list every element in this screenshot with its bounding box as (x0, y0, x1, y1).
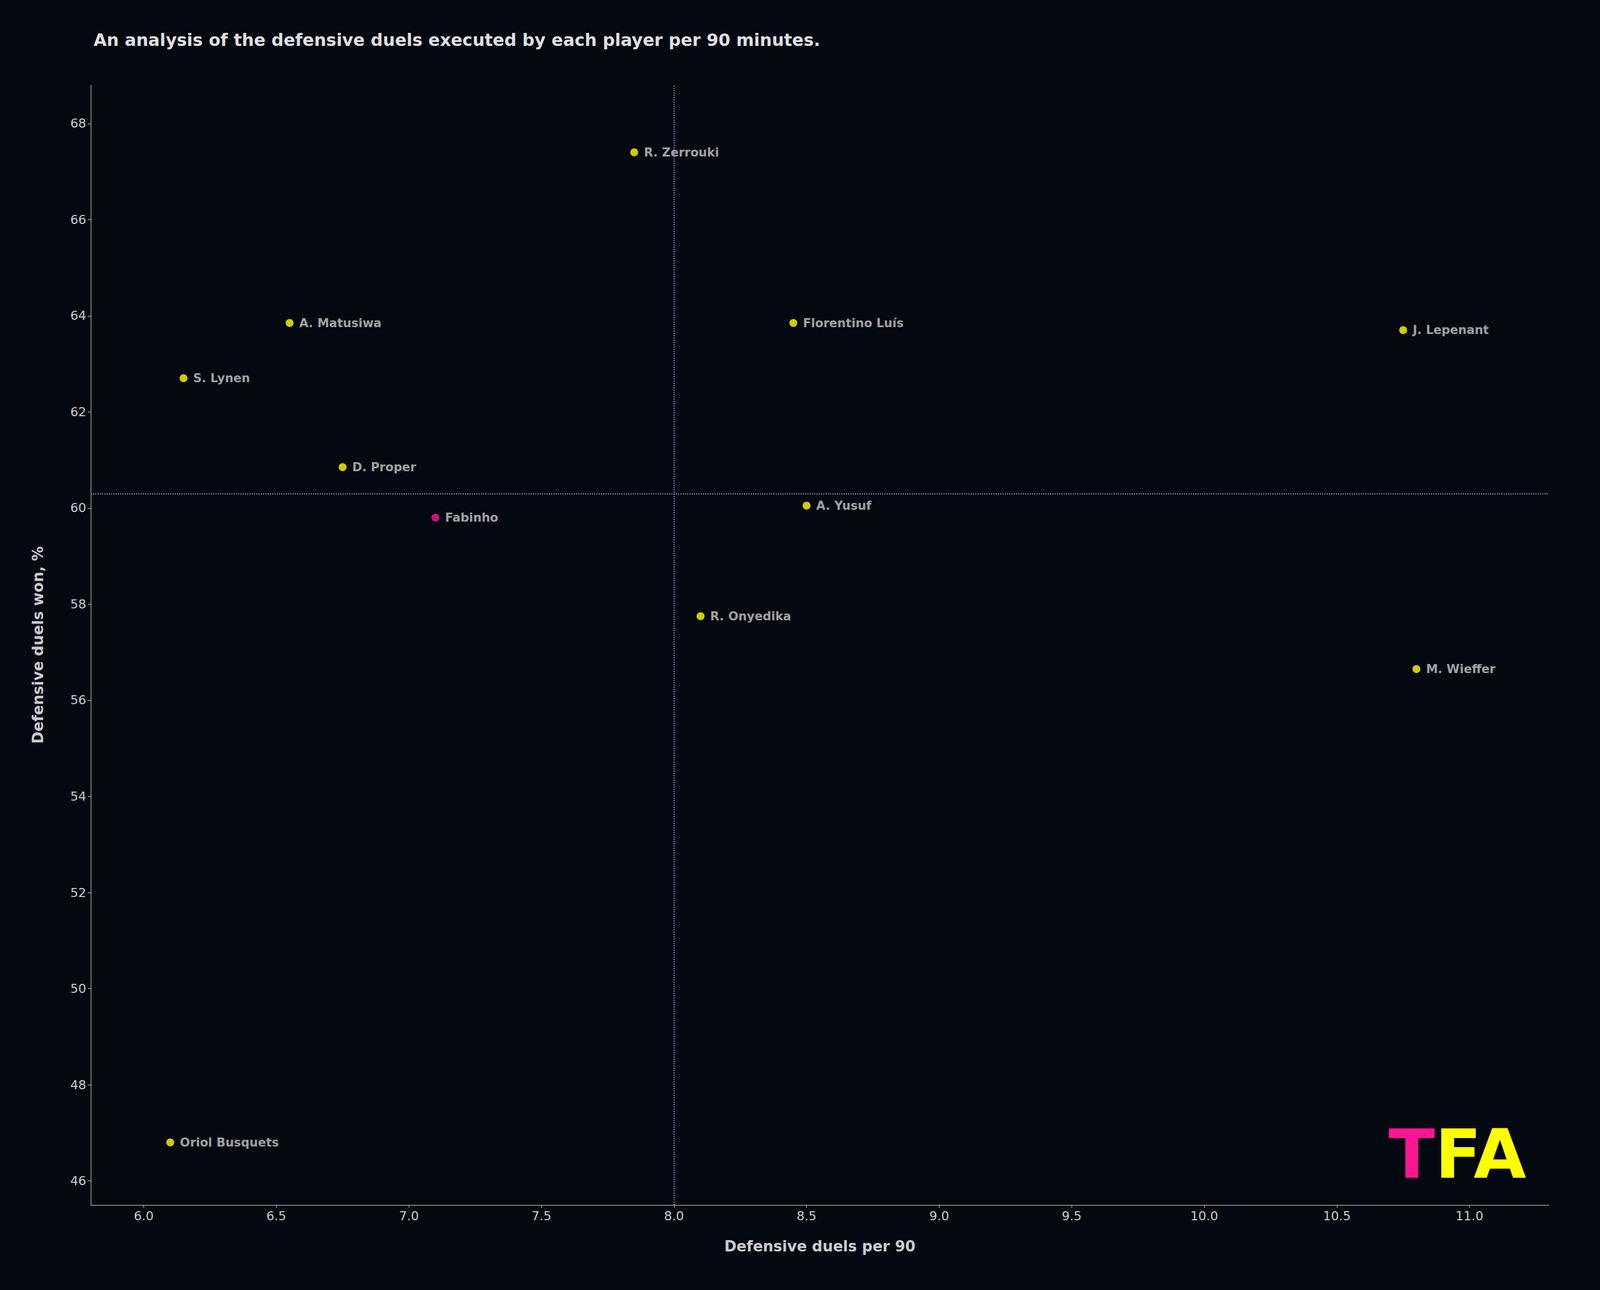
svg-text:64: 64 (70, 308, 87, 323)
svg-text:10.0: 10.0 (1190, 1208, 1219, 1223)
svg-text:46: 46 (70, 1173, 87, 1188)
svg-text:Defensive duels won, %: Defensive duels won, % (29, 545, 47, 744)
svg-text:58: 58 (70, 597, 87, 612)
svg-text:7.5: 7.5 (531, 1208, 552, 1223)
svg-text:50: 50 (70, 981, 87, 996)
svg-text:54: 54 (70, 789, 87, 804)
svg-text:11.0: 11.0 (1455, 1208, 1484, 1223)
svg-text:62: 62 (70, 404, 87, 419)
svg-text:D. Proper: D. Proper (352, 460, 417, 474)
svg-text:66: 66 (70, 212, 87, 227)
svg-text:Defensive duels per 90: Defensive duels per 90 (724, 1237, 916, 1255)
svg-text:R. Onyedika: R. Onyedika (710, 609, 792, 624)
svg-text:J. Lepenant: J. Lepenant (1411, 323, 1489, 337)
svg-text:52: 52 (70, 885, 87, 900)
svg-text:A. Yusuf: A. Yusuf (816, 498, 873, 513)
svg-text:7.0: 7.0 (399, 1208, 419, 1223)
svg-text:A. Matusiwa: A. Matusiwa (299, 316, 382, 330)
svg-text:10.5: 10.5 (1322, 1208, 1351, 1223)
svg-text:Oriol Busquets: Oriol Busquets (179, 1135, 279, 1150)
svg-text:Fabinho: Fabinho (445, 510, 499, 525)
svg-text:56: 56 (70, 692, 87, 708)
svg-text:M. Wieffer: M. Wieffer (1425, 662, 1496, 676)
svg-text:FA: FA (1435, 1114, 1527, 1194)
svg-text:6.0: 6.0 (133, 1208, 154, 1223)
svg-text:8.5: 8.5 (796, 1208, 817, 1223)
svg-text:9.0: 9.0 (929, 1208, 950, 1223)
svg-text:T: T (1388, 1114, 1436, 1194)
svg-text:6.5: 6.5 (266, 1208, 287, 1223)
svg-text:60: 60 (70, 500, 87, 515)
svg-text:Florentino Luís: Florentino Luís (802, 316, 904, 330)
svg-text:S. Lynen: S. Lynen (193, 371, 251, 385)
svg-text:9.5: 9.5 (1061, 1208, 1082, 1223)
svg-text:An analysis of the defensive d: An analysis of the defensive duels execu… (93, 30, 821, 50)
svg-text:8.0: 8.0 (663, 1208, 684, 1223)
svg-text:68: 68 (70, 116, 87, 131)
svg-text:48: 48 (70, 1077, 87, 1092)
svg-text:R. Zerrouki: R. Zerrouki (644, 145, 720, 160)
